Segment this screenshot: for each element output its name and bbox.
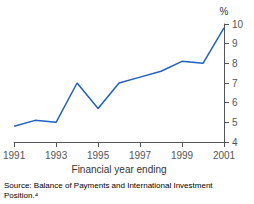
svg-text:5: 5 bbox=[232, 117, 238, 128]
svg-text:9: 9 bbox=[232, 38, 238, 49]
svg-text:1999: 1999 bbox=[171, 150, 194, 161]
svg-text:10: 10 bbox=[232, 19, 244, 30]
svg-text:1993: 1993 bbox=[45, 150, 68, 161]
svg-text:7: 7 bbox=[232, 78, 238, 89]
svg-text:1997: 1997 bbox=[129, 150, 152, 161]
svg-text:6: 6 bbox=[232, 97, 238, 108]
svg-text:Position.⁴: Position.⁴ bbox=[4, 191, 39, 200]
svg-text:2001: 2001 bbox=[213, 150, 236, 161]
svg-text:1995: 1995 bbox=[87, 150, 110, 161]
svg-text:4: 4 bbox=[232, 137, 238, 148]
svg-text:Financial year ending: Financial year ending bbox=[72, 164, 167, 175]
svg-text:Source: Balance of Payments an: Source: Balance of Payments and Internat… bbox=[4, 181, 213, 190]
svg-text:1991: 1991 bbox=[3, 150, 26, 161]
svg-text:%: % bbox=[220, 6, 229, 17]
svg-text:8: 8 bbox=[232, 58, 238, 69]
